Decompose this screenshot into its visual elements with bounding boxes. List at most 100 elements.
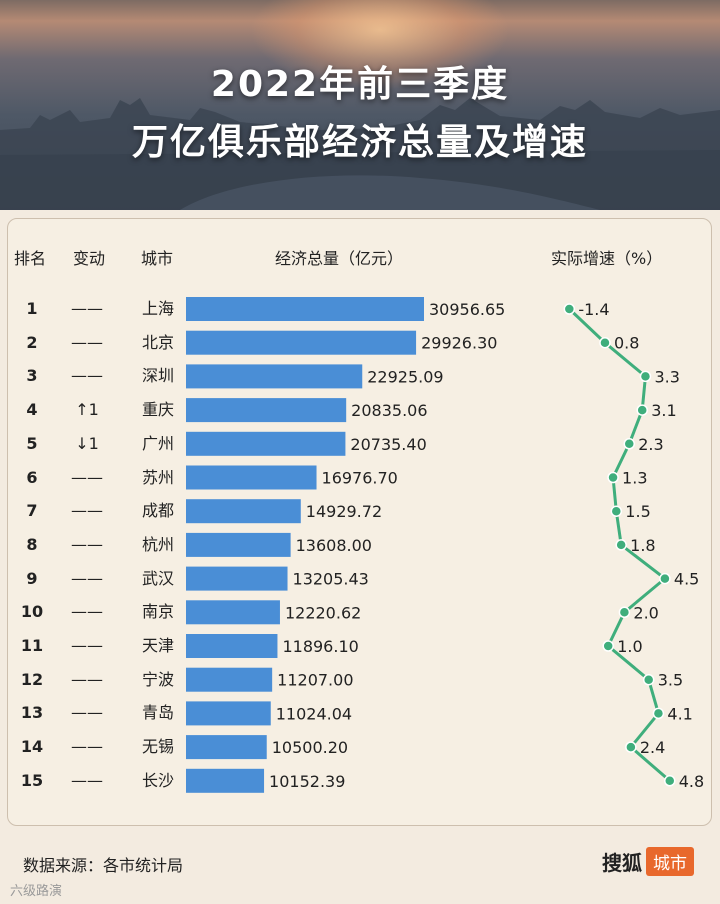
growth-value-label: 4.1 xyxy=(667,704,692,723)
change-cell: —— xyxy=(71,669,103,689)
title-line-2: 万亿俱乐部经济总量及增速 xyxy=(131,122,588,163)
growth-point xyxy=(642,673,655,686)
rank-cell: 15 xyxy=(20,770,44,790)
growth-point xyxy=(659,572,671,585)
change-cell: ↓1 xyxy=(75,433,99,453)
city-label: 宁波 xyxy=(141,669,174,689)
column-header-rank: 排名 xyxy=(14,249,47,268)
rank-cell: 4 xyxy=(26,400,38,420)
brand-logo: 搜狐 城市 xyxy=(602,846,694,876)
change-cell: —— xyxy=(71,332,103,352)
growth-point xyxy=(607,471,619,484)
growth-point xyxy=(610,505,623,517)
change-cell: ↑1 xyxy=(75,400,99,420)
gdp-bar xyxy=(186,768,265,793)
growth-value-label: 2.0 xyxy=(633,603,658,622)
gdp-value-label: 22925.09 xyxy=(367,367,443,386)
city-label: 青岛 xyxy=(141,703,174,723)
gdp-value-label: 11024.04 xyxy=(276,704,352,723)
change-cell: —— xyxy=(71,602,103,622)
city-label: 上海 xyxy=(141,299,174,318)
city-label: 广州 xyxy=(141,433,174,453)
gdp-value-label: 10152.39 xyxy=(269,772,345,791)
city-label: 重庆 xyxy=(141,400,174,420)
rank-cell: 3 xyxy=(26,366,38,386)
city-label: 无锡 xyxy=(141,737,174,757)
growth-value-label: 1.5 xyxy=(625,502,650,521)
rank-cell: 6 xyxy=(26,467,38,487)
gdp-bar xyxy=(186,735,267,760)
gdp-value-label: 13608.00 xyxy=(296,536,372,555)
gdp-value-label: 10500.20 xyxy=(272,738,348,757)
gdp-bar xyxy=(186,364,363,389)
growth-point xyxy=(636,404,648,416)
change-cell: —— xyxy=(71,737,103,757)
city-label: 苏州 xyxy=(141,467,174,487)
growth-value-label: 1.8 xyxy=(630,536,655,555)
growth-point xyxy=(623,438,636,450)
city-label: 成都 xyxy=(141,501,174,521)
watermark: 六级路演 xyxy=(10,884,63,899)
rank-cell: 2 xyxy=(26,332,38,352)
city-label: 武汉 xyxy=(141,568,174,588)
city-label: 杭州 xyxy=(141,534,174,554)
growth-value-label: 2.4 xyxy=(640,738,665,757)
column-header-gdp: 经济总量（亿元） xyxy=(275,249,404,268)
rank-cell: 7 xyxy=(26,501,38,521)
growth-value-label: 3.1 xyxy=(651,401,676,420)
gdp-value-label: 20835.06 xyxy=(351,401,427,420)
column-header-city: 城市 xyxy=(141,249,174,268)
rank-cell: 1 xyxy=(26,299,38,318)
rank-cell: 10 xyxy=(20,602,44,622)
growth-value-label: 4.8 xyxy=(679,772,704,791)
city-skyline xyxy=(0,98,720,210)
rank-cell: 14 xyxy=(20,737,44,757)
growth-point xyxy=(602,640,614,652)
title-line-1: 2022年前三季度 xyxy=(210,64,510,105)
change-cell: —— xyxy=(71,299,103,318)
growth-value-label: 1.3 xyxy=(622,469,647,488)
gdp-bar xyxy=(186,667,273,692)
rank-cell: 12 xyxy=(20,669,44,689)
growth-point xyxy=(615,539,627,551)
gdp-bar xyxy=(186,465,317,490)
brand-tag: 城市 xyxy=(646,846,694,876)
growth-value-label: -1.4 xyxy=(578,300,609,319)
growth-point xyxy=(664,775,676,787)
change-cell: —— xyxy=(71,467,103,487)
growth-point xyxy=(618,606,631,619)
growth-value-label: 0.8 xyxy=(614,334,639,353)
data-source: 数据来源：各市统计局 xyxy=(23,856,184,875)
gdp-value-label: 29926.30 xyxy=(421,334,497,353)
growth-point xyxy=(652,707,665,720)
gdp-bar xyxy=(186,431,346,456)
gdp-bar xyxy=(186,566,288,591)
growth-point xyxy=(639,370,652,383)
change-cell: —— xyxy=(71,534,103,554)
gdp-bar xyxy=(186,330,417,355)
gdp-value-label: 20735.40 xyxy=(350,435,426,454)
gdp-value-label: 30956.65 xyxy=(429,300,505,319)
gdp-value-label: 16976.70 xyxy=(322,469,398,488)
change-cell: —— xyxy=(71,636,103,655)
gdp-bar xyxy=(186,701,271,726)
gdp-bar xyxy=(186,634,278,658)
gdp-bar xyxy=(186,499,301,524)
gdp-bar xyxy=(186,600,280,625)
rank-cell: 5 xyxy=(26,433,38,453)
gdp-bar xyxy=(186,532,291,557)
growth-value-label: 1.0 xyxy=(617,637,642,656)
growth-point xyxy=(599,336,611,349)
column-header-growth: 实际增速（%） xyxy=(551,249,663,268)
growth-value-label: 2.3 xyxy=(638,435,663,454)
change-cell: —— xyxy=(71,501,103,521)
growth-value-label: 3.3 xyxy=(654,367,679,386)
city-label: 北京 xyxy=(141,332,174,352)
header-banner: 2022年前三季度 万亿俱乐部经济总量及增速 xyxy=(0,0,720,210)
rank-cell: 8 xyxy=(26,534,38,554)
gdp-value-label: 12220.62 xyxy=(285,603,361,622)
brand-name: 搜狐 xyxy=(602,850,642,875)
city-label: 南京 xyxy=(141,602,174,622)
gdp-value-label: 11896.10 xyxy=(282,637,358,656)
